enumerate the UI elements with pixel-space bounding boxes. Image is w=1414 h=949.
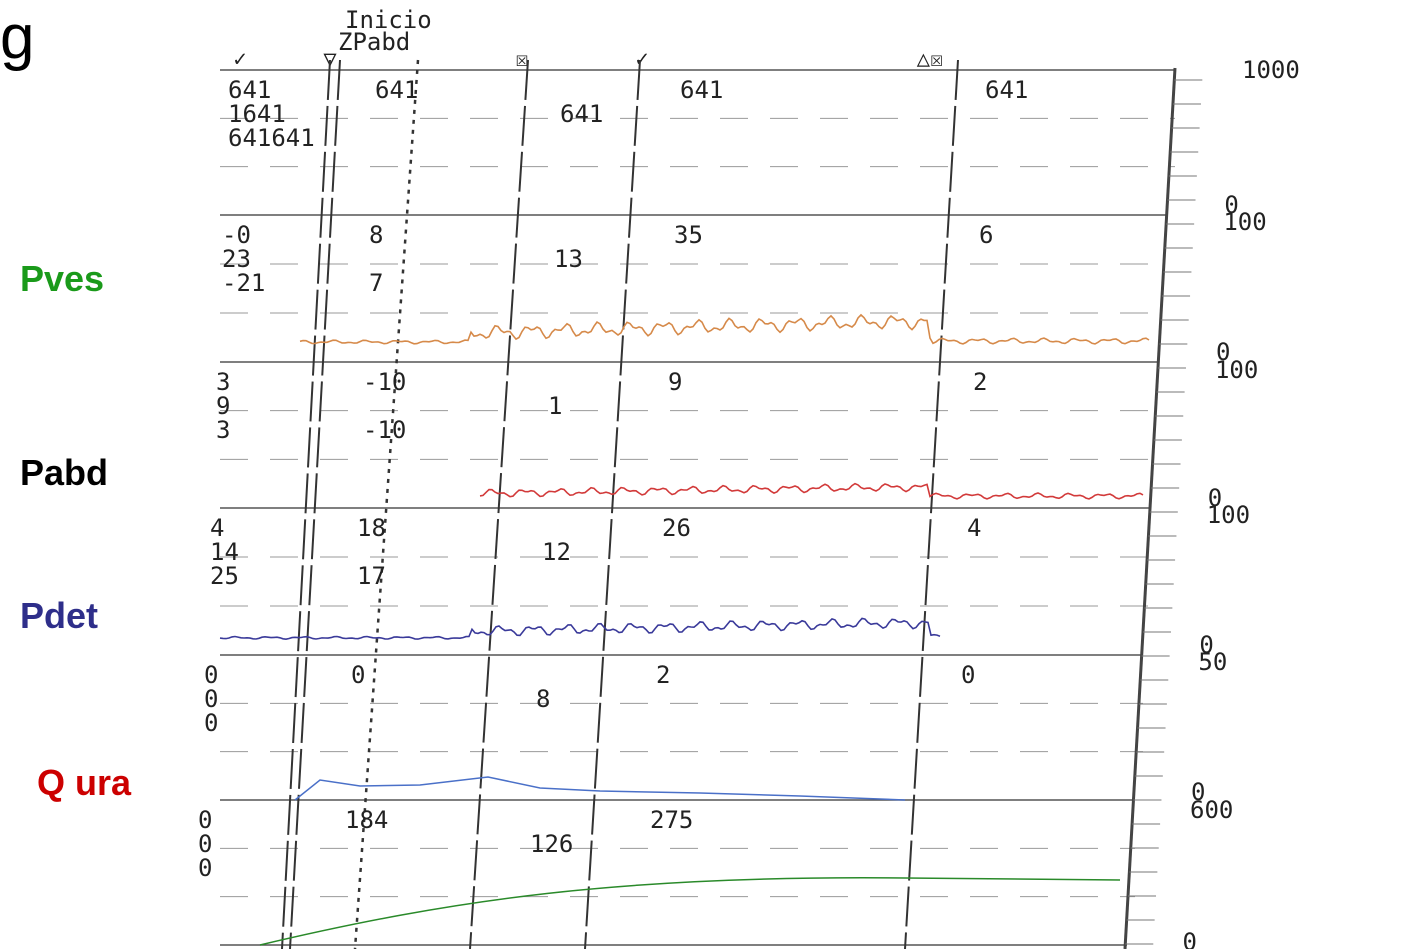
readout-value: 2: [656, 661, 670, 689]
readout-value: 641: [985, 76, 1028, 104]
scale-label: 0: [1216, 338, 1230, 366]
corner-text: g: [0, 3, 35, 72]
pabd-trace: [479, 482, 1144, 500]
readout-value: 8: [369, 221, 383, 249]
readout-value: 0: [198, 806, 212, 834]
event-line: [353, 59, 420, 949]
readout-value: 6: [979, 221, 993, 249]
readout-value: 641: [680, 76, 723, 104]
readout-value: 1: [548, 392, 562, 420]
label-pdet: Pdet: [20, 595, 99, 636]
readout-value: -10: [363, 416, 406, 444]
scale-label: 0: [1183, 928, 1197, 949]
scale-axis: [1123, 67, 1177, 949]
scale-label: 50: [1198, 648, 1227, 676]
scale-label: 100: [1223, 208, 1266, 236]
readout-value: 0: [198, 830, 212, 858]
readout-value: -0: [222, 221, 251, 249]
readout-value: 641641: [228, 124, 315, 152]
event-marker: ▽: [323, 47, 337, 72]
scale-label: 1000: [1242, 56, 1300, 84]
readout-value: 0: [204, 685, 218, 713]
readout-value: 9: [668, 368, 682, 396]
scale-label: 100: [1207, 501, 1250, 529]
readout-value: 17: [357, 562, 386, 590]
scale-label: 100: [1215, 356, 1258, 384]
readout-value: 0: [204, 709, 218, 737]
readout-value: 641: [560, 100, 603, 128]
label-pves: Pves: [20, 258, 105, 299]
readout-value: 126: [530, 830, 573, 858]
label-pabd: Pabd: [20, 452, 109, 493]
readout-value: 641: [228, 76, 271, 104]
readout-value: 0: [204, 661, 218, 689]
readout-value: 14: [210, 538, 239, 566]
readout-value: 0: [961, 661, 975, 689]
label-qura: Q ura: [37, 762, 132, 803]
scale-label: 0: [1199, 631, 1213, 659]
readout-value: 26: [662, 514, 691, 542]
readout-value: 12: [542, 538, 571, 566]
pves-trace: [299, 313, 1150, 345]
readout-value: 8: [536, 685, 550, 713]
readout-value: 25: [210, 562, 239, 590]
readout-value: 0: [351, 661, 365, 689]
readout-value: 3: [216, 416, 230, 444]
header-zpabd: ZPabd: [338, 28, 410, 56]
readout-value: 1641: [228, 100, 286, 128]
readout-value: 4: [967, 514, 981, 542]
readout-value: 275: [650, 806, 693, 834]
event-marker: △☒: [917, 47, 944, 72]
event-line: [904, 59, 959, 949]
event-line: [469, 59, 529, 949]
pdet-trace: [219, 617, 941, 641]
qura-trace: [294, 776, 906, 801]
readout-value: 0: [198, 854, 212, 882]
readout-value: 9: [216, 392, 230, 420]
readout-value: -10: [363, 368, 406, 396]
readout-value: 35: [674, 221, 703, 249]
event-marker: ✓: [635, 47, 648, 72]
readout-value: 3: [216, 368, 230, 396]
scale-label: 0: [1208, 484, 1222, 512]
volume-trace: [259, 877, 1121, 946]
readout-value: 2: [973, 368, 987, 396]
readout-value: 18: [357, 514, 386, 542]
scale-label: 0: [1191, 778, 1205, 806]
readout-value: 23: [222, 245, 251, 273]
event-line: [289, 59, 341, 949]
header-inicio: Inicio: [345, 6, 432, 34]
readout-value: -21: [222, 269, 265, 297]
readout-value: 4: [210, 514, 224, 542]
scale-label: 600: [1190, 796, 1233, 824]
event-marker: ✓: [233, 47, 246, 72]
event-line: [584, 59, 641, 949]
readout-value: 641: [375, 76, 418, 104]
event-line: [281, 59, 331, 949]
event-marker: ☒: [515, 47, 528, 72]
scale-label: 0: [1224, 191, 1238, 219]
readout-value: 7: [369, 269, 383, 297]
readout-value: 13: [554, 245, 583, 273]
readout-value: 184: [345, 806, 388, 834]
